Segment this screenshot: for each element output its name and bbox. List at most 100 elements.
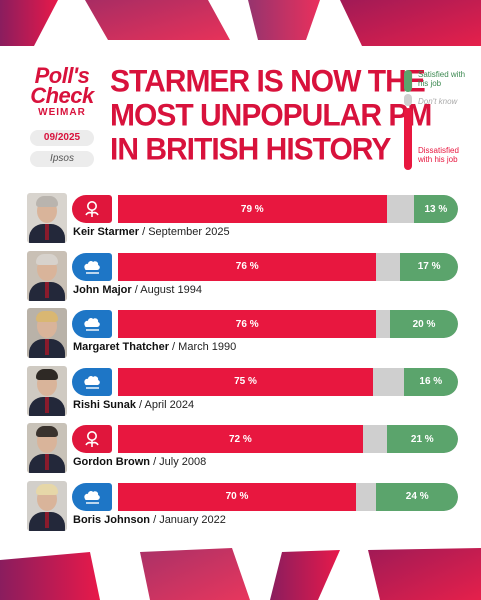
party-badge	[72, 425, 112, 453]
party-badge	[72, 252, 112, 281]
bar-dont-know	[376, 310, 390, 338]
bar-dont-know	[386, 195, 414, 223]
title-line: MOST UNPOPULAR PM	[110, 98, 432, 133]
portrait-tie	[45, 454, 49, 470]
brand-subtitle: WEIMAR	[38, 107, 86, 118]
pm-caption: Margaret Thatcher / March 1990	[73, 341, 236, 353]
chart-legend: Satisfied with his job Don't know Dissat…	[404, 70, 476, 180]
labour-rose-icon	[85, 431, 99, 447]
decor-shape	[140, 548, 250, 600]
decor-shape	[270, 550, 340, 600]
pm-caption: John Major / August 1994	[73, 284, 202, 296]
bar-satisfied: 16 %	[403, 367, 458, 396]
poll-date: / March 1990	[172, 341, 237, 353]
pm-portrait	[27, 193, 67, 243]
poll-date: / July 2008	[153, 456, 207, 468]
pm-caption: Boris Johnson / January 2022	[73, 514, 226, 526]
chart-row: 79 % 13 % Keir Starmer / September 2025	[0, 192, 481, 250]
bar-dissatisfied: 70 %	[118, 482, 356, 511]
bar-dont-know	[356, 482, 377, 511]
data-label-dissatisfied: 79 %	[240, 203, 264, 215]
decor-shape	[340, 0, 481, 46]
portrait-hair	[36, 253, 58, 265]
bar-satisfied: 21 %	[386, 425, 458, 453]
legend-swatch-dont-know	[404, 94, 412, 106]
portrait-hair	[36, 311, 58, 322]
bar-satisfied: 24 %	[376, 482, 458, 511]
data-label-satisfied: 24 %	[405, 491, 429, 502]
bar-dissatisfied: 79 %	[118, 195, 387, 223]
bar-dont-know	[362, 425, 387, 453]
title-line: IN BRITISH HISTORY	[110, 132, 391, 167]
portrait-tie	[45, 281, 49, 298]
portrait-hair	[36, 368, 58, 380]
portrait-hair	[36, 196, 58, 207]
bar-satisfied: 13 %	[413, 195, 458, 223]
pm-portrait	[27, 480, 67, 531]
data-label-satisfied: 20 %	[412, 318, 436, 330]
decor-shape	[85, 0, 230, 40]
page-title: STARMER IS NOW THE MOST UNPOPULAR PM IN …	[110, 64, 432, 167]
chart-row: 75 % 16 % Rishi Sunak / April 2024	[0, 365, 481, 423]
party-badge	[72, 367, 112, 396]
brand-block: Poll's Check WEIMAR 09/2025 Ipsos	[22, 63, 102, 167]
decor-shape	[368, 548, 481, 600]
chart-row: 70 % 24 % Boris Johnson / January 2022	[0, 480, 481, 538]
decor-shape	[0, 552, 100, 600]
pm-caption: Keir Starmer / September 2025	[73, 226, 230, 238]
pm-name: Gordon Brown	[73, 456, 150, 468]
labour-rose-icon	[85, 201, 99, 217]
date-pill: 09/2025	[30, 130, 94, 146]
chart-row: 72 % 21 % Gordon Brown / July 2008	[0, 422, 481, 480]
pm-caption: Rishi Sunak / April 2024	[73, 399, 194, 411]
bar-satisfied: 17 %	[400, 252, 458, 281]
bar-dissatisfied: 75 %	[118, 367, 373, 396]
legend-label-dont-know: Don't know	[418, 97, 458, 106]
stacked-bar: 76 % 17 %	[118, 252, 458, 281]
conservative-tree-icon	[84, 375, 100, 389]
poll-date: / September 2025	[142, 226, 230, 238]
source-pill: Ipsos	[30, 151, 94, 167]
bar-satisfied: 20 %	[390, 310, 458, 338]
chart-row: 76 % 17 % John Major / August 1994	[0, 250, 481, 308]
poll-date: / August 1994	[134, 283, 203, 296]
legend-label-dissatisfied: Dissatisfied with his job	[418, 146, 459, 164]
portrait-tie	[45, 224, 49, 240]
data-label-dissatisfied: 70 %	[225, 491, 249, 502]
party-badge	[72, 482, 112, 511]
title-line: STARMER IS NOW THE	[110, 64, 426, 99]
conservative-tree-icon	[84, 260, 100, 274]
brand-logo-line1: Poll's	[34, 63, 90, 88]
portrait-hair	[36, 426, 58, 437]
legend-swatch-dissatisfied	[404, 108, 412, 170]
portrait-tie	[45, 339, 49, 355]
pm-name: John Major	[73, 283, 132, 296]
data-label-dissatisfied: 76 %	[235, 261, 259, 272]
bar-dissatisfied: 76 %	[118, 252, 377, 281]
bar-dissatisfied: 72 %	[118, 425, 363, 453]
stacked-bar: 70 % 24 %	[118, 482, 458, 511]
bar-dont-know	[373, 367, 404, 396]
party-badge	[72, 310, 112, 338]
stacked-bar: 75 % 16 %	[118, 367, 458, 396]
poll-date: / April 2024	[139, 398, 195, 411]
pm-caption: Gordon Brown / July 2008	[73, 456, 206, 468]
brand-logo-line2: Check	[30, 83, 94, 108]
pm-portrait	[27, 423, 67, 473]
portrait-hair	[36, 483, 58, 495]
bar-dont-know	[376, 252, 401, 281]
pm-name: Boris Johnson	[73, 513, 151, 526]
decor-shape	[0, 0, 58, 46]
chart-row: 76 % 20 % Margaret Thatcher / March 1990	[0, 307, 481, 365]
pm-portrait	[27, 365, 67, 416]
portrait-tie	[45, 511, 49, 528]
conservative-tree-icon	[84, 317, 100, 331]
data-label-dissatisfied: 75 %	[234, 376, 257, 387]
stacked-bar: 79 % 13 %	[118, 195, 458, 223]
stacked-bar: 76 % 20 %	[118, 310, 458, 338]
data-label-satisfied: 16 %	[419, 376, 443, 387]
data-label-dissatisfied: 76 %	[235, 318, 259, 330]
pm-name: Keir Starmer	[73, 226, 140, 238]
